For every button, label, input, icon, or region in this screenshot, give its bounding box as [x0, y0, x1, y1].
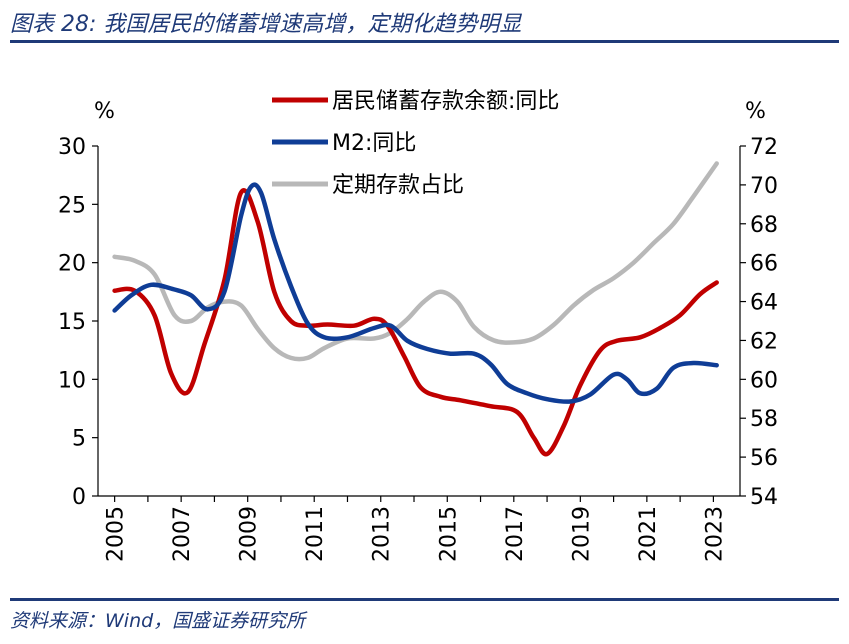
legend-label-2: 定期存款占比: [332, 173, 464, 198]
right-tick-label: 64: [750, 291, 778, 316]
right-tick-label: 58: [750, 407, 778, 432]
left-tick-label: 20: [58, 252, 86, 277]
source-note: 资料来源：Wind，国盛证券研究所: [10, 610, 306, 632]
x-tick-label: 2023: [702, 506, 727, 562]
x-tick-label: 2015: [436, 506, 461, 562]
series-line-1: [112, 182, 719, 404]
right-tick-label: 66: [750, 252, 778, 277]
right-tick-label: 54: [750, 485, 778, 510]
x-tick-label: 2019: [569, 506, 594, 562]
footer-rule: [10, 598, 839, 601]
series-line-2: [112, 161, 719, 362]
right-tick-label: 70: [750, 174, 778, 199]
right-tick-label: 68: [750, 213, 778, 238]
x-tick-label: 2007: [170, 506, 195, 562]
left-tick-label: 30: [58, 135, 86, 160]
x-tick-label: 2021: [636, 506, 661, 562]
x-tick-label: 2005: [104, 506, 129, 562]
left-tick-label: 5: [72, 427, 86, 452]
chart-title: 图表 28: 我国居民的储蓄增速高增，定期化趋势明显: [10, 12, 522, 37]
series-line-0: [112, 188, 719, 457]
left-tick-label: 15: [58, 310, 86, 335]
right-tick-label: 72: [750, 135, 778, 160]
x-tick-label: 2017: [503, 506, 528, 562]
right-tick-label: 62: [750, 329, 778, 354]
left-tick-label: 25: [58, 193, 86, 218]
x-tick-label: 2011: [303, 506, 328, 562]
legend-label-0: 居民储蓄存款余额:同比: [332, 89, 559, 114]
legend-label-1: M2:同比: [332, 131, 416, 156]
left-tick-label: 10: [58, 368, 86, 393]
title-rule: [10, 40, 839, 43]
left-tick-label: 0: [72, 485, 86, 510]
x-tick-label: 2013: [370, 506, 395, 562]
right-axis-unit: %: [745, 99, 766, 124]
left-axis-unit: %: [94, 99, 115, 124]
right-tick-label: 56: [750, 446, 778, 471]
right-tick-label: 60: [750, 368, 778, 393]
x-tick-label: 2009: [237, 506, 262, 562]
